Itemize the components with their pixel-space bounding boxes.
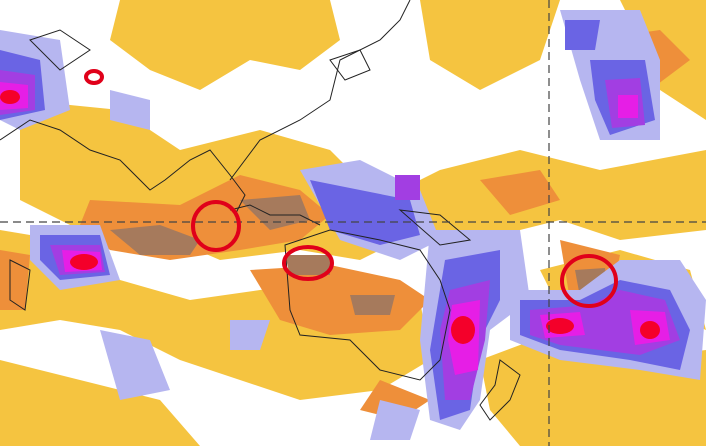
red-regions	[0, 90, 660, 344]
highlight-circle	[560, 254, 618, 308]
highlight-circles	[84, 69, 618, 308]
coastlines	[0, 0, 521, 421]
highlight-circle	[84, 69, 104, 85]
highlight-circle	[282, 245, 334, 281]
highlight-circle	[191, 200, 241, 252]
